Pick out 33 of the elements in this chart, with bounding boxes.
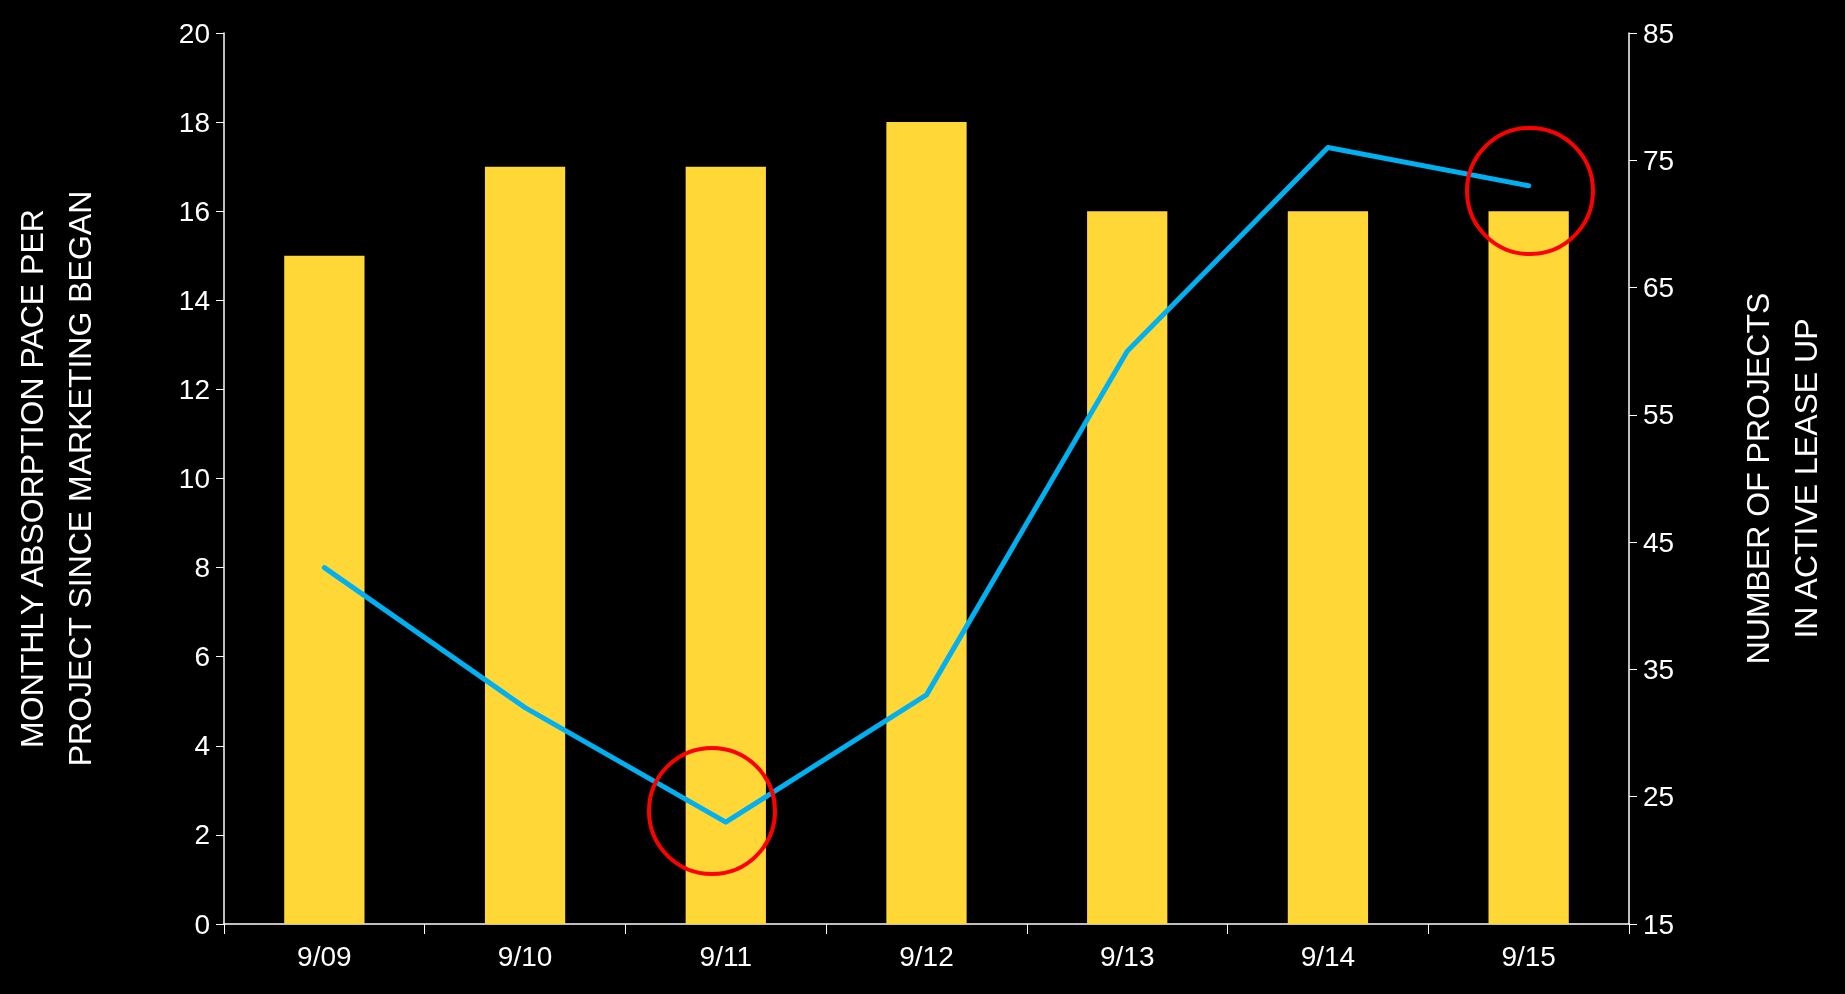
- y-tick-label: 0: [194, 908, 210, 940]
- y2-tick-label: 25: [1643, 781, 1675, 813]
- x-tick-label: 9/14: [1300, 940, 1356, 972]
- y-tick-label: 14: [178, 284, 210, 316]
- y-axis-title: MONTHLY ABSORPTION PACE PER PROJECT SINCE MARKETING BEGAN: [14, 190, 98, 767]
- bar: [484, 166, 566, 924]
- bar: [886, 122, 967, 924]
- y2-tick-label: 55: [1643, 399, 1675, 431]
- y-tick-label: 20: [178, 17, 210, 49]
- y2-axis-title: NUMBER OF PROJECTS IN ACTIVE LEASE UP: [1740, 292, 1824, 665]
- y2-tick-label: 45: [1643, 526, 1675, 558]
- y2-tick-label: 75: [1643, 144, 1675, 176]
- x-tick-label: 9/10: [497, 940, 553, 972]
- y-tick-label: 10: [178, 463, 210, 494]
- y-tick-label: 8: [194, 552, 210, 584]
- y-tick-label: 18: [178, 106, 210, 138]
- y-tick-label: 12: [178, 373, 210, 405]
- y2-tick-label: 85: [1643, 17, 1675, 49]
- y-tick-label: 6: [194, 641, 210, 673]
- y2-tick-label: 65: [1643, 272, 1675, 304]
- x-tick-label: 9/11: [699, 940, 752, 972]
- y-tick-label: 2: [194, 819, 210, 851]
- y2-tick-label: 15: [1643, 908, 1675, 940]
- y-tick-label: 16: [178, 195, 210, 227]
- bar: [1287, 211, 1369, 924]
- x-tick-label: 9/13: [1099, 940, 1155, 972]
- x-tick-label: 9/12: [899, 940, 954, 972]
- bar: [1087, 211, 1168, 924]
- y-tick-label: 4: [194, 730, 210, 762]
- x-tick-label: 9/15: [1501, 940, 1556, 972]
- x-tick-label: 9/09: [297, 940, 352, 972]
- bar: [284, 255, 365, 924]
- y2-tick-label: 35: [1643, 653, 1675, 685]
